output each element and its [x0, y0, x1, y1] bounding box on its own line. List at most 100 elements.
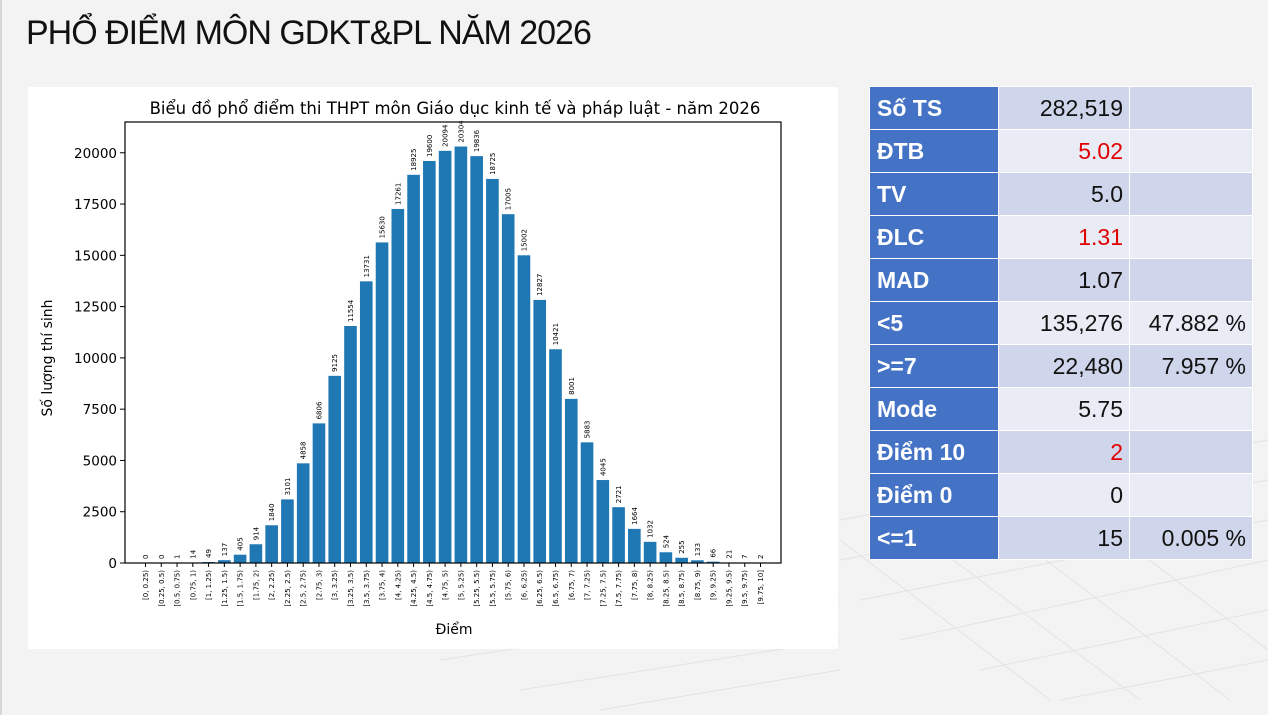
chart-bar: [249, 544, 263, 563]
stats-percent: [1129, 258, 1253, 302]
x-tick-label: [8.75, 9): [694, 570, 702, 600]
bar-value-label: 15002: [520, 229, 528, 251]
bar-value-label: 19600: [426, 135, 434, 157]
stats-row: ĐLC 1.31: [869, 215, 1253, 259]
chart-bar: [659, 552, 673, 563]
x-tick-label: [8.25, 8.5): [662, 570, 670, 607]
chart-bar: [501, 214, 515, 563]
bar-value-label: 7: [741, 554, 749, 558]
statistics-table: Số TS 282,519 ĐTB 5.02 TV 5.0 ĐLC 1.31 MAD 1.07 <5…: [869, 86, 1253, 560]
stats-label: >=7: [869, 344, 999, 388]
bar-value-label: 2721: [615, 485, 623, 503]
x-tick-label: [9.25, 9.5): [725, 570, 733, 607]
chart-y-axis-label: Số lượng thí sinh: [39, 299, 56, 416]
y-tick-label: 20000: [74, 146, 117, 162]
bar-value-label: 914: [252, 526, 260, 540]
stats-percent: 7.957 %: [1129, 344, 1253, 388]
x-tick-label: [7.25, 7.5): [599, 570, 607, 607]
x-tick-label: [9, 9.25): [710, 570, 718, 600]
stats-row: MAD 1.07: [869, 258, 1253, 302]
chart-bar: [691, 560, 704, 563]
bar-value-label: 9125: [331, 354, 339, 372]
chart-bar: [596, 480, 610, 563]
stats-label: Điểm 0: [869, 473, 999, 517]
x-tick-label: [6.25, 6.5): [536, 570, 544, 607]
stats-row: >=7 22,480 7.957 %: [869, 344, 1253, 388]
stats-label: Điểm 10: [869, 430, 999, 474]
x-tick-label: [5.25, 5.5): [473, 570, 481, 607]
bar-value-label: 17005: [505, 188, 513, 210]
x-tick-label: [5.75, 6): [505, 570, 513, 600]
stats-percent: 0.005 %: [1129, 516, 1253, 560]
chart-y-axis: 0 2500 5000 7500 10000 12500 15000 17500 20000: [74, 146, 125, 572]
bar-value-label: 19836: [473, 129, 481, 152]
stats-row: TV 5.0: [869, 172, 1253, 216]
bar-value-label: 17261: [394, 183, 402, 205]
chart-bar: [344, 326, 357, 563]
x-tick-label: [1.25, 1.5): [221, 570, 229, 607]
y-tick-label: 2500: [83, 505, 117, 521]
x-tick-label: [2.25, 2.5): [284, 570, 292, 607]
x-tick-label: [0.25, 0.5): [158, 570, 166, 607]
chart-bar: [265, 525, 278, 563]
x-tick-label: [9.5, 9.75): [741, 570, 749, 607]
chart-bar: [612, 507, 625, 563]
bar-value-label: 6806: [315, 401, 323, 419]
x-tick-label: [3, 3.25): [331, 570, 339, 600]
chart-bars: [170, 146, 767, 564]
chart-bar: [423, 160, 436, 563]
chart-x-axis-label: Điểm: [436, 621, 473, 638]
bar-value-label: 10421: [552, 323, 560, 345]
stats-label: <5: [869, 301, 999, 345]
chart-bar: [281, 499, 294, 563]
bar-value-label: 4858: [300, 442, 308, 460]
stats-value: 5.0: [998, 172, 1130, 216]
stats-row: Số TS 282,519: [869, 86, 1253, 130]
bar-value-label: 66: [710, 548, 718, 557]
bar-value-label: 255: [678, 540, 686, 553]
stats-value: 282,519: [998, 86, 1130, 130]
x-tick-label: [7.75, 8): [631, 570, 639, 600]
bar-value-label: 5883: [584, 421, 592, 439]
stats-label: Mode: [869, 387, 999, 431]
x-tick-label: [8, 8.25): [647, 570, 655, 600]
chart-bar: [407, 174, 420, 563]
x-tick-label: [4.75, 5): [442, 570, 450, 600]
bar-value-label: 12827: [536, 274, 544, 296]
stats-percent: [1129, 86, 1253, 130]
bar-value-label: 0: [158, 555, 166, 559]
stats-label: ĐLC: [869, 215, 999, 259]
x-tick-label: [3.25, 3.5): [347, 570, 355, 607]
x-tick-label: [8.5, 8.75): [678, 570, 686, 607]
stats-value: 1.07: [998, 258, 1130, 302]
bar-value-label: 524: [662, 534, 670, 548]
bar-value-label: 0: [142, 555, 150, 559]
chart-bar: [328, 375, 342, 563]
stats-label: Số TS: [869, 86, 999, 130]
bar-value-label: 18925: [410, 149, 418, 171]
chart-bar: [359, 281, 373, 563]
bar-value-label: 1032: [647, 520, 655, 538]
bar-value-label: 20304: [457, 120, 465, 143]
stats-row: Điểm 10 2: [869, 430, 1253, 474]
chart-bar: [486, 178, 499, 563]
x-tick-label: [6, 6.25): [520, 570, 528, 600]
y-tick-label: 7500: [83, 402, 117, 418]
bar-value-label: 11554: [347, 299, 355, 322]
stats-value: 135,276: [998, 301, 1130, 345]
chart-bar: [454, 146, 468, 563]
x-tick-label: [6.75, 7): [568, 570, 576, 600]
bar-value-label: 8001: [568, 377, 576, 395]
chart-data-labels: 0 0 1 14 49 137 405 914 1840 3101 4858 6806 9125 1155…: [142, 120, 765, 559]
y-tick-label: 5000: [83, 453, 117, 469]
x-tick-label: [1.5, 1.75): [237, 570, 245, 607]
stats-value: 1.31: [998, 215, 1130, 259]
bar-value-label: 2: [757, 554, 765, 558]
stats-row: ĐTB 5.02: [869, 129, 1253, 173]
chart-bar: [675, 557, 688, 563]
stats-value: 5.75: [998, 387, 1130, 431]
chart-bar: [549, 349, 562, 563]
x-tick-label: [9.75, 10]: [757, 570, 765, 605]
stats-percent: [1129, 430, 1253, 474]
